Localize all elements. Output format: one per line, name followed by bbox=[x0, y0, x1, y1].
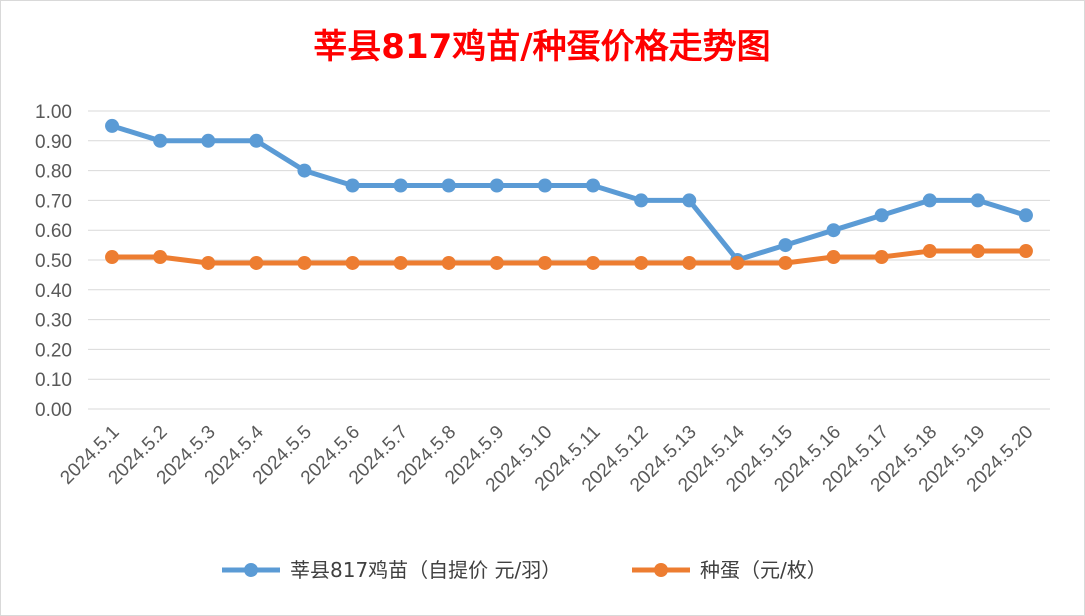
data-point bbox=[634, 255, 649, 270]
y-tick-label: 0.30 bbox=[35, 311, 72, 332]
data-point bbox=[537, 178, 552, 193]
y-tick-label: 0.40 bbox=[35, 281, 72, 302]
legend: 莘县817鸡苗（自提价 元/羽） 种蛋（元/枚） bbox=[222, 558, 827, 582]
data-point bbox=[441, 255, 456, 270]
data-point bbox=[922, 244, 937, 259]
data-point bbox=[634, 193, 649, 208]
data-point bbox=[922, 193, 937, 208]
data-point bbox=[826, 250, 841, 265]
y-tick-label: 0.70 bbox=[35, 191, 72, 212]
data-point bbox=[682, 193, 697, 208]
data-point bbox=[970, 193, 985, 208]
y-tick-label: 0.20 bbox=[35, 340, 72, 361]
series bbox=[105, 118, 1033, 270]
y-tick-label: 0.80 bbox=[35, 162, 72, 183]
y-tick-label: 0.50 bbox=[35, 251, 72, 272]
series-line bbox=[109, 248, 1029, 266]
legend-entry-2: 种蛋（元/枚） bbox=[632, 558, 827, 582]
data-point bbox=[586, 178, 601, 193]
data-point bbox=[345, 178, 360, 193]
data-point bbox=[489, 255, 504, 270]
data-point bbox=[393, 255, 408, 270]
data-point bbox=[537, 255, 552, 270]
series-2 bbox=[105, 244, 1033, 270]
chart-title: 莘县817鸡苗/种蛋价格走势图 bbox=[313, 27, 770, 67]
data-point bbox=[153, 250, 168, 265]
data-point bbox=[586, 255, 601, 270]
data-point bbox=[153, 133, 168, 148]
data-point bbox=[297, 255, 312, 270]
y-tick-label: 0.90 bbox=[35, 132, 72, 153]
gridlines bbox=[88, 110, 1050, 410]
y-axis-ticks: 0.00 0.10 0.20 0.30 0.40 0.50 0.60 0.70 0.80 0.90… bbox=[35, 102, 72, 421]
series-line bbox=[109, 123, 1029, 263]
legend-label: 种蛋（元/枚） bbox=[700, 558, 827, 582]
data-point bbox=[105, 250, 120, 265]
data-point bbox=[489, 178, 504, 193]
data-point bbox=[201, 133, 216, 148]
y-tick-label: 0.10 bbox=[35, 370, 72, 391]
data-point bbox=[297, 163, 312, 178]
data-point bbox=[826, 223, 841, 238]
data-point bbox=[201, 255, 216, 270]
data-point bbox=[249, 255, 264, 270]
data-point bbox=[778, 238, 793, 253]
data-point bbox=[105, 118, 120, 133]
y-tick-label: 0.00 bbox=[35, 400, 72, 421]
data-point bbox=[874, 208, 889, 223]
data-point bbox=[441, 178, 456, 193]
legend-swatch-marker bbox=[244, 563, 258, 577]
data-point bbox=[682, 255, 697, 270]
legend-swatch-marker bbox=[654, 563, 668, 577]
data-point bbox=[249, 133, 264, 148]
data-point bbox=[1018, 244, 1033, 259]
legend-entry-1: 莘县817鸡苗（自提价 元/羽） bbox=[222, 558, 561, 582]
y-tick-label: 1.00 bbox=[35, 102, 72, 123]
data-point bbox=[1018, 208, 1033, 223]
data-point bbox=[393, 178, 408, 193]
y-tick-label: 0.60 bbox=[35, 221, 72, 242]
data-point bbox=[730, 255, 745, 270]
data-point bbox=[778, 255, 793, 270]
data-point bbox=[345, 255, 360, 270]
data-point bbox=[970, 244, 985, 259]
data-point bbox=[874, 250, 889, 265]
legend-label: 莘县817鸡苗（自提价 元/羽） bbox=[290, 558, 561, 582]
